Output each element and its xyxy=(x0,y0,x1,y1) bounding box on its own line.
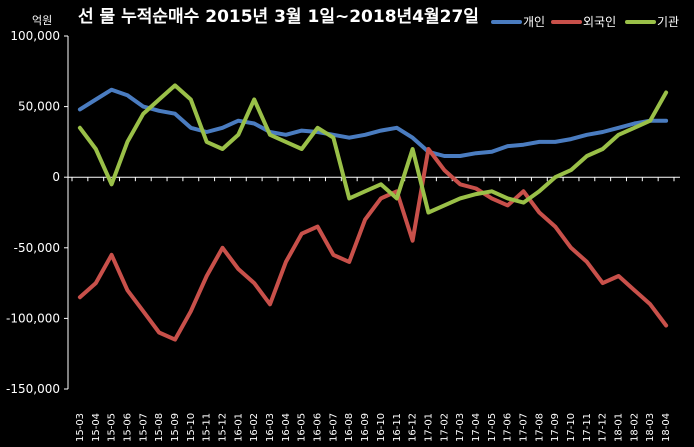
series-layer xyxy=(77,83,669,342)
x-tick-label: 17-12 xyxy=(598,413,609,442)
chart-title: 선 물 누적순매수 2015년 3월 1일~2018년4월27일 xyxy=(78,7,479,27)
legend-label-3: 기관 xyxy=(657,15,679,29)
x-tick-label: 17-05 xyxy=(487,413,498,442)
x-tick-label: 15-04 xyxy=(91,413,102,442)
x-tick-label: 16-05 xyxy=(297,413,308,442)
y-unit-label: 억원 xyxy=(32,14,52,27)
x-tick-label: 16-03 xyxy=(265,413,276,442)
x-tick-label: 15-08 xyxy=(154,413,165,442)
legend-label-1: 개인 xyxy=(523,15,545,29)
x-tick-label: 16-04 xyxy=(281,413,292,442)
legend-label-2: 외국인 xyxy=(583,15,616,29)
x-tick-label: 17-07 xyxy=(519,413,530,442)
y-tick-label: -50,000 xyxy=(14,241,60,255)
x-tick-label: 17-03 xyxy=(455,413,466,442)
x-tick-label: 17-02 xyxy=(439,413,450,442)
x-tick-label: 15-07 xyxy=(138,413,149,442)
y-tick-label: 100,000 xyxy=(10,29,60,43)
x-tick-label: 16-12 xyxy=(408,413,419,442)
y-tick-label: 50,000 xyxy=(18,100,60,114)
x-tick-label: 17-10 xyxy=(566,413,577,442)
x-tick-label: 15-12 xyxy=(218,413,229,442)
x-tick-label: 15-06 xyxy=(122,413,133,442)
series-line-2 xyxy=(77,147,669,342)
x-tick-label: 17-04 xyxy=(471,413,482,442)
x-tick-label: 17-01 xyxy=(423,413,434,442)
x-tick-label: 15-03 xyxy=(75,413,86,442)
axes: 100,000 50,000 0 -50,000 -100,000 -150,000 15-… xyxy=(6,29,680,442)
x-tick-label: 15-09 xyxy=(170,413,181,442)
x-tick-label: 18-04 xyxy=(661,413,672,442)
series-line-1 xyxy=(77,87,669,158)
x-tick-label: 16-07 xyxy=(328,413,339,442)
y-tick-label: -100,000 xyxy=(6,311,60,325)
x-tick-label: 15-05 xyxy=(107,413,118,442)
x-tick-label: 16-01 xyxy=(233,413,244,442)
x-tick-label: 16-02 xyxy=(249,413,260,442)
y-tick-label: -150,000 xyxy=(6,382,60,396)
x-tick-label: 17-06 xyxy=(503,413,514,442)
x-tick-label: 15-10 xyxy=(186,413,197,442)
x-tick-label: 18-01 xyxy=(614,413,625,442)
x-tick-label: 17-11 xyxy=(582,413,593,442)
x-tick-label: 15-11 xyxy=(202,413,213,442)
x-tick-label: 16-09 xyxy=(360,413,371,442)
x-tick-label: 17-08 xyxy=(534,413,545,442)
series-line-3 xyxy=(77,83,669,215)
x-tick-label: 16-10 xyxy=(376,413,387,442)
x-tick-label: 16-08 xyxy=(344,413,355,442)
x-tick-label: 16-11 xyxy=(392,413,403,442)
x-tick-label: 18-03 xyxy=(645,413,656,442)
x-tick-label: 16-06 xyxy=(313,413,324,442)
x-tick-label: 18-02 xyxy=(629,413,640,442)
y-tick-label: 0 xyxy=(52,170,60,184)
legend: 개인 외국인 기관 xyxy=(491,15,679,29)
x-tick-label: 17-09 xyxy=(550,413,561,442)
